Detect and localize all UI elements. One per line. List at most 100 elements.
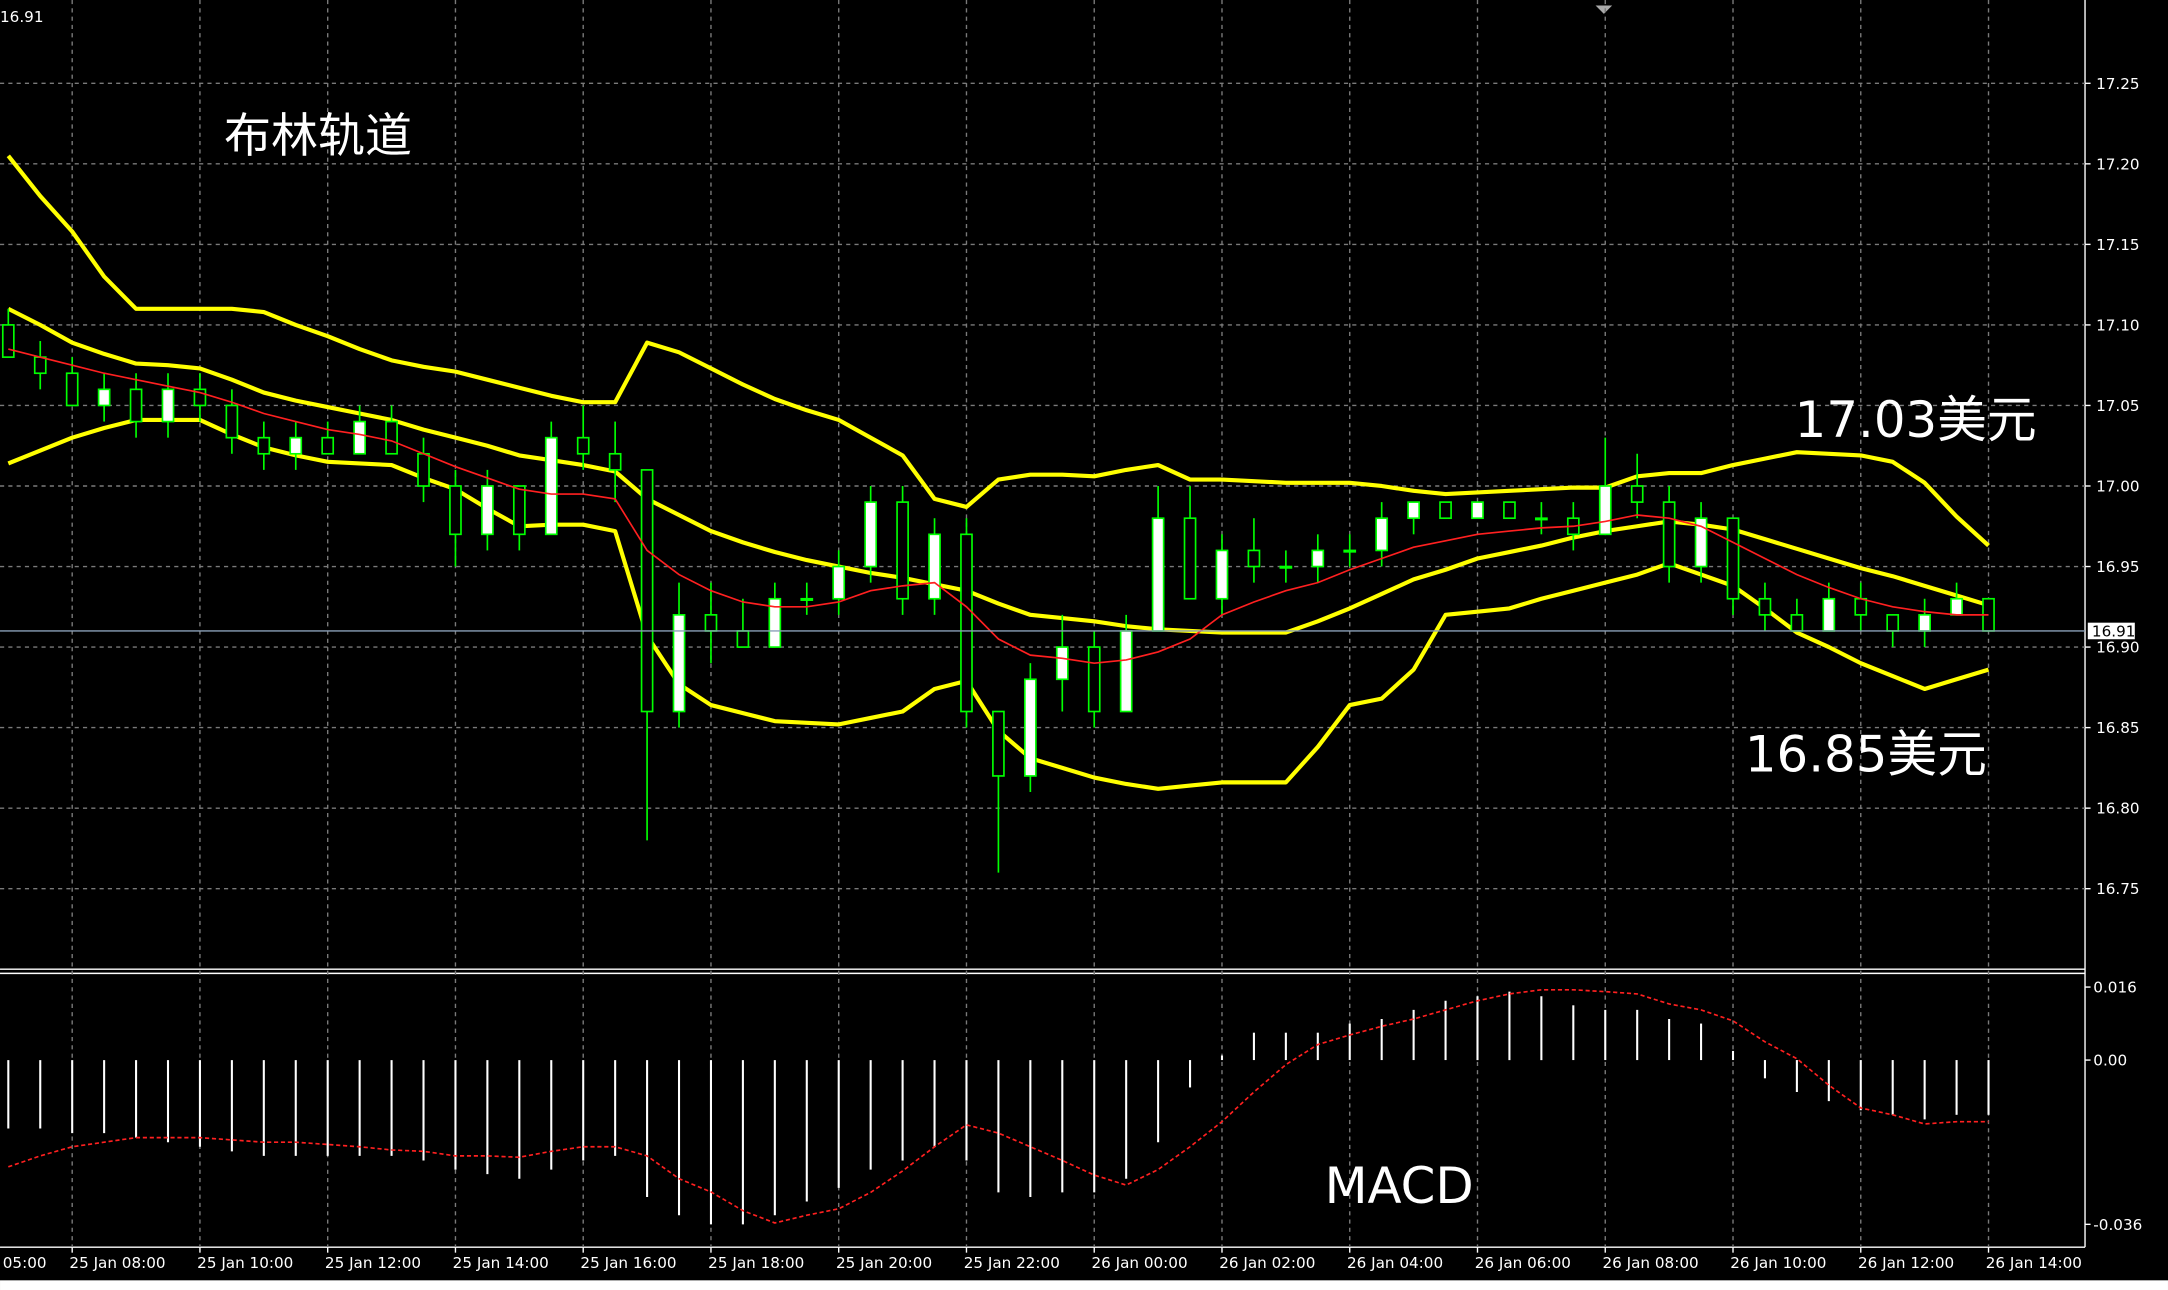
candle-body [1822,597,1836,632]
candle-body [257,436,271,455]
y-tick-label: 17.10 [2096,316,2139,334]
x-tick-label: 05:00 [3,1254,47,1272]
candle-body [65,372,79,407]
candle-body [640,469,654,713]
y-tick-label: 16.95 [2096,558,2139,576]
candle-body [672,614,686,713]
candle-body [800,597,814,601]
candle-body [736,630,750,648]
annotation: 16.85美元 [1745,726,1987,784]
candle-body [1758,597,1772,616]
candle-body [1119,630,1133,713]
price-tag [2087,622,2135,640]
y-tick-label: 0.016 [2093,979,2136,997]
candle-body [225,404,239,439]
price-corner-label: 16.91 [0,8,43,26]
bollinger-middle [7,306,1990,635]
candle-body [1598,485,1612,536]
x-tick-label: 26 Jan 00:00 [1091,1254,1187,1272]
candle-body [1343,549,1357,553]
candle-body [960,533,973,713]
candle-body [321,436,335,455]
candle-body [1726,517,1740,600]
candle-body [193,388,207,407]
candle-body [608,452,622,471]
candle-body [1439,501,1452,520]
marks [0,154,2086,1225]
annotation: 17.03美元 [1795,391,2037,449]
candle-body [704,614,718,632]
y-tick-label: 16.85 [2096,719,2139,737]
x-tick-label: 25 Jan 12:00 [325,1254,421,1272]
candle-body [1087,646,1101,713]
candle-body [1247,549,1261,568]
bollinger-upper [6,154,1990,548]
y-tick-label: 16.90 [2096,639,2139,657]
candle-body [385,420,398,455]
y-tick-label: -0.036 [2093,1216,2142,1234]
candle-body [1279,565,1293,569]
y-tick-label: 16.80 [2096,800,2139,818]
macd-signal [8,988,1989,1224]
x-tick-label: 26 Jan 10:00 [1730,1254,1826,1272]
candle-body [1503,501,1516,520]
price-tag-label: 16.91 [2092,622,2135,640]
candle-body [576,436,590,455]
candle-body [864,501,878,568]
labels: 16.91 布林轨道 17.03美元 16.85美元 MACD 05:00 16… [0,8,2142,1272]
candle-body [353,420,366,455]
x-tick-label: 25 Jan 14:00 [453,1254,549,1272]
candle-body [1630,485,1644,503]
x-tick-label: 25 Jan 22:00 [964,1254,1060,1272]
chart-title: 布林轨道 [224,109,412,164]
x-tick-label: 26 Jan 02:00 [1219,1254,1315,1272]
x-tick-label: 26 Jan 14:00 [1986,1254,2082,1272]
y-tick-label: 17.00 [2096,478,2139,496]
moving-average [8,348,1989,665]
candle-body [1471,501,1484,520]
candle-body [1790,614,1804,632]
x-tick-label: 26 Jan 12:00 [1858,1254,1954,1272]
candle-body [992,710,1005,777]
candle-body [832,565,846,600]
y-tick-label: 0.00 [2093,1052,2127,1070]
candle-body [33,356,47,375]
x-tick-label: 25 Jan 18:00 [708,1254,804,1272]
candle-body [1918,614,1932,632]
candle-body [1535,517,1548,521]
candle-body [896,501,909,600]
x-tick-label: 26 Jan 08:00 [1602,1254,1698,1272]
candle-body [512,485,526,536]
x-tick-label: 26 Jan 06:00 [1475,1254,1571,1272]
y-tick-label: 17.25 [2096,75,2139,93]
candle-body [1,324,15,358]
candle-body [417,452,430,487]
candle-body [1183,517,1197,600]
candle-body [449,485,462,536]
y-tick-label: 16.75 [2096,880,2139,898]
candle-body [1694,517,1708,568]
shift-marker [1595,5,1613,14]
y-tick-label: 17.15 [2096,236,2139,254]
candle-body [1055,646,1069,681]
candle-body [1886,614,1900,632]
candle-body [97,388,111,407]
candle-body [1950,597,1963,616]
y-tick-label: 17.05 [2096,397,2139,415]
grid [0,0,2086,1248]
candle-body [1854,597,1868,616]
candle-body [768,597,782,648]
candle-body [1151,517,1165,632]
candle-body [1375,517,1389,552]
candle-body [928,533,941,600]
candle-body [289,436,303,455]
candle-body [1215,549,1229,600]
x-tick-label: 25 Jan 16:00 [580,1254,676,1272]
candle-body [1311,549,1325,568]
candle-body [161,388,175,423]
candle-body [129,388,143,423]
macd-title: MACD [1325,1157,1474,1215]
x-tick-label: 25 Jan 08:00 [69,1254,165,1272]
